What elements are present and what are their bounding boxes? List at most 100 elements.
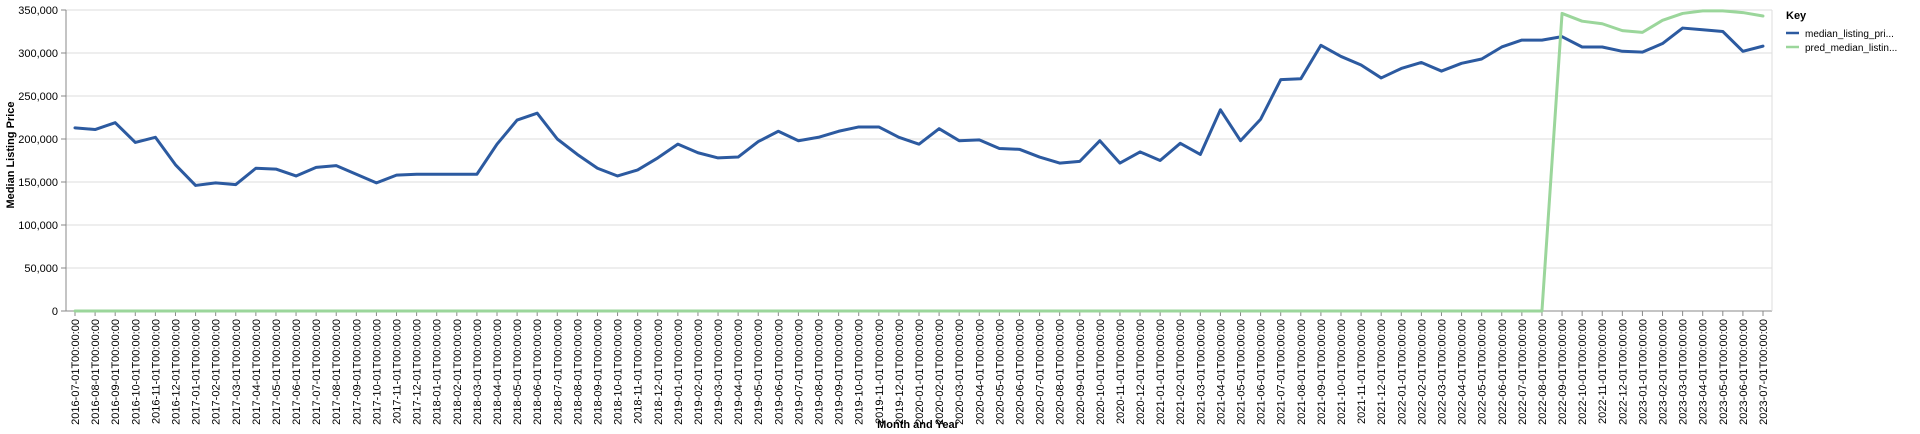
x-tick-label: 2021-10-01T00:00:00 [1336,319,1348,425]
x-tick-label: 2021-09-01T00:00:00 [1316,319,1328,425]
x-tick-label: 2020-04-01T00:00:00 [974,319,986,425]
y-tick-label: 0 [52,306,58,318]
y-tick-label: 250,000 [18,91,58,103]
x-tick-label: 2017-06-01T00:00:00 [291,319,303,425]
x-tick-label: 2016-12-01T00:00:00 [170,319,182,425]
x-tick-label: 2023-03-01T00:00:00 [1678,319,1690,425]
x-tick-label: 2022-05-01T00:00:00 [1477,319,1489,425]
x-tick-label: 2022-11-01T00:00:00 [1597,319,1609,424]
x-tick-label: 2022-07-01T00:00:00 [1517,319,1529,425]
legend: Key median_listing_pri... pred_median_lis… [1786,10,1897,54]
x-tick-label: 2019-07-01T00:00:00 [793,319,805,425]
y-tick-label: 350,000 [18,5,58,17]
x-tick-label: 2019-08-01T00:00:00 [814,319,826,425]
x-tick-label: 2018-10-01T00:00:00 [613,319,625,425]
x-tick-label: 2017-01-01T00:00:00 [191,319,203,425]
x-tick-label: 2017-08-01T00:00:00 [331,319,343,425]
x-tick-label: 2017-10-01T00:00:00 [371,319,383,425]
x-tick-label: 2016-09-01T00:00:00 [110,319,122,425]
x-tick-label: 2018-09-01T00:00:00 [592,319,604,425]
x-tick-label: 2018-03-01T00:00:00 [472,319,484,425]
axes [66,10,1772,311]
x-tick-label: 2020-11-01T00:00:00 [1115,319,1127,424]
x-tick-label: 2016-11-01T00:00:00 [150,319,162,424]
x-tick-label: 2019-10-01T00:00:00 [854,319,866,425]
x-tick-label: 2017-09-01T00:00:00 [351,319,363,425]
x-axis-ticks: 2016-07-01T00:00:00 2016-08-01T00:00:00 20… [70,311,1770,425]
x-tick-label: 2019-12-01T00:00:00 [894,319,906,425]
y-tick-label: 200,000 [18,134,58,146]
x-tick-label: 2017-02-01T00:00:00 [211,319,223,425]
x-tick-label: 2019-09-01T00:00:00 [834,319,846,425]
x-tick-label: 2022-10-01T00:00:00 [1577,319,1589,425]
x-tick-label: 2021-05-01T00:00:00 [1236,319,1248,425]
x-tick-label: 2020-06-01T00:00:00 [1014,319,1026,425]
x-tick-label: 2023-04-01T00:00:00 [1698,319,1710,425]
x-tick-label: 2017-05-01T00:00:00 [271,319,283,425]
x-tick-label: 2018-02-01T00:00:00 [452,319,464,425]
x-tick-label: 2018-11-01T00:00:00 [633,319,645,424]
x-tick-label: 2021-02-01T00:00:00 [1175,319,1187,425]
x-tick-label: 2022-01-01T00:00:00 [1396,319,1408,425]
x-tick-label: 2022-09-01T00:00:00 [1557,319,1569,425]
x-tick-label: 2017-04-01T00:00:00 [251,319,263,425]
x-tick-label: 2020-03-01T00:00:00 [954,319,966,425]
x-tick-label: 2020-05-01T00:00:00 [994,319,1006,425]
y-axis-ticks: 0 50,000 100,000 150,000 200,000 250,000 300,0… [18,5,66,318]
x-tick-label: 2018-05-01T00:00:00 [512,319,524,425]
x-tick-label: 2016-10-01T00:00:00 [130,319,142,425]
x-tick-label: 2018-08-01T00:00:00 [572,319,584,425]
x-tick-label: 2022-12-01T00:00:00 [1617,319,1629,425]
x-tick-label: 2021-04-01T00:00:00 [1215,319,1227,425]
x-tick-label: 2018-06-01T00:00:00 [532,319,544,425]
series-lines [75,11,1763,311]
x-tick-label: 2018-04-01T00:00:00 [492,319,504,425]
x-tick-label: 2021-12-01T00:00:00 [1376,319,1388,425]
x-tick-label: 2022-04-01T00:00:00 [1457,319,1469,425]
series-line-pred_median_listing_price [75,11,1763,311]
x-tick-label: 2020-01-01T00:00:00 [914,319,926,425]
x-axis-title: Month and Year [877,419,959,431]
y-tick-label: 100,000 [18,220,58,232]
x-tick-label: 2022-02-01T00:00:00 [1416,319,1428,425]
y-tick-label: 300,000 [18,48,58,60]
x-tick-label: 2023-02-01T00:00:00 [1658,319,1670,425]
x-tick-label: 2021-03-01T00:00:00 [1195,319,1207,425]
x-tick-label: 2023-05-01T00:00:00 [1718,319,1730,425]
x-tick-label: 2019-11-01T00:00:00 [874,319,886,424]
y-tick-label: 150,000 [18,177,58,189]
x-tick-label: 2020-07-01T00:00:00 [1035,319,1047,425]
x-tick-label: 2020-12-01T00:00:00 [1135,319,1147,425]
y-axis-title: Median Listing Price [5,102,17,209]
x-tick-label: 2020-09-01T00:00:00 [1075,319,1087,425]
x-tick-label: 2019-06-01T00:00:00 [773,319,785,425]
x-tick-label: 2016-07-01T00:00:00 [70,319,82,425]
x-tick-label: 2020-10-01T00:00:00 [1095,319,1107,425]
series-line-median_listing_price [75,28,1763,185]
x-tick-label: 2019-05-01T00:00:00 [753,319,765,425]
legend-label: pred_median_listin... [1805,43,1897,54]
x-tick-label: 2020-02-01T00:00:00 [934,319,946,425]
legend-label: median_listing_pri... [1805,29,1894,40]
x-tick-label: 2017-03-01T00:00:00 [231,319,243,425]
x-tick-label: 2016-08-01T00:00:00 [90,319,102,425]
x-tick-label: 2019-01-01T00:00:00 [673,319,685,425]
x-tick-label: 2019-02-01T00:00:00 [693,319,705,425]
x-tick-label: 2022-08-01T00:00:00 [1537,319,1549,425]
legend-title: Key [1786,10,1807,22]
x-tick-label: 2018-12-01T00:00:00 [653,319,665,425]
x-tick-label: 2019-03-01T00:00:00 [713,319,725,425]
x-tick-label: 2021-07-01T00:00:00 [1276,319,1288,425]
x-tick-label: 2021-06-01T00:00:00 [1256,319,1268,425]
x-tick-label: 2019-04-01T00:00:00 [733,319,745,425]
x-tick-label: 2017-12-01T00:00:00 [412,319,424,425]
x-tick-label: 2022-06-01T00:00:00 [1497,319,1509,425]
gridlines [66,10,1772,311]
x-tick-label: 2018-01-01T00:00:00 [432,319,444,425]
y-tick-label: 50,000 [24,263,58,275]
x-tick-label: 2021-11-01T00:00:00 [1356,319,1368,424]
x-tick-label: 2023-01-01T00:00:00 [1637,319,1649,425]
x-tick-label: 2018-07-01T00:00:00 [552,319,564,425]
x-tick-label: 2023-06-01T00:00:00 [1738,319,1750,425]
